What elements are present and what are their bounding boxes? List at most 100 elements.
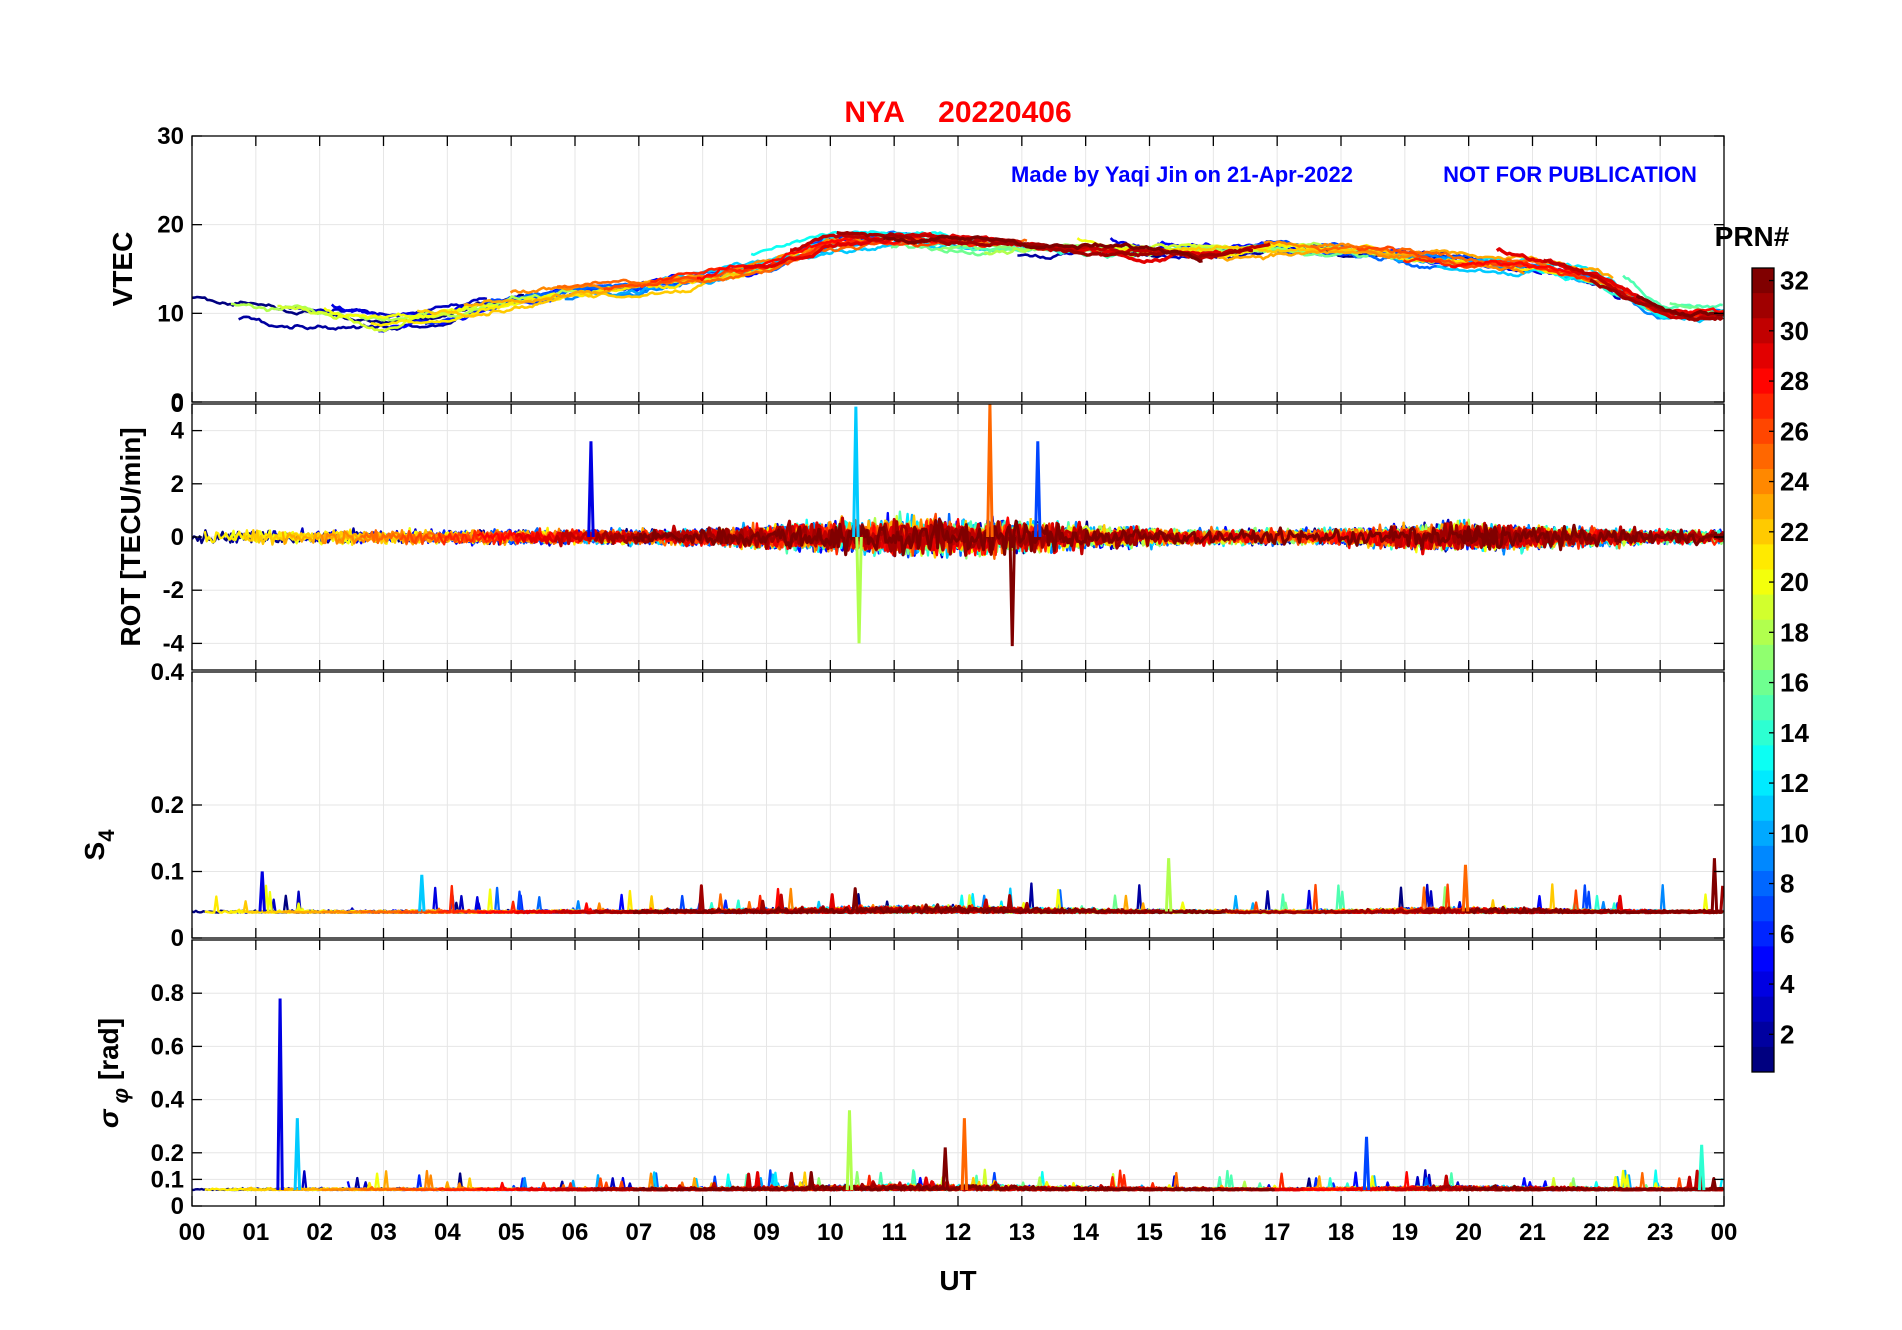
colorbar-swatch [1752,1021,1774,1048]
s4-peak [1710,858,1719,912]
colorbar-tick-label: 32 [1780,266,1809,296]
y-tick-label: 0 [171,524,184,551]
s4-peak [418,874,426,912]
panel-s4-y-ticks: 0 0.1 0.2 0.4 [151,659,1724,952]
vtec-trace-prn-3 [284,297,488,318]
title-date: 20220406 [938,96,1071,129]
vtec-trace-prn-29 [1495,247,1724,319]
y-axis-label-rot: ROT [TECU/min] [115,427,146,646]
panel-vtec-y-ticks: 0 10 20 30 [157,123,1724,416]
colorbar-tick-label: 22 [1780,517,1809,547]
x-tick-label: 14 [1072,1219,1099,1246]
colorbar-swatch [1752,820,1774,847]
rot-peak [986,404,994,538]
x-tick-label: 23 [1647,1219,1674,1246]
rot-peak [1008,536,1016,647]
y-tick-label: 0 [171,1193,184,1220]
x-tick-label: 03 [370,1219,397,1246]
sigma_phi-peak [1697,1144,1706,1191]
colorbar-swatch [1752,469,1774,495]
y-tick-label: 0.2 [151,792,184,819]
colorbar-tick-label: 16 [1780,668,1809,698]
x-tick-label: 13 [1008,1219,1035,1246]
y-label-subscript: φ [108,1088,133,1110]
y-tick-label: 0.1 [151,1166,184,1193]
sigma_phi-peak [293,1118,302,1191]
colorbar-swatch [1752,494,1774,520]
colorbar-swatch [1752,946,1774,972]
x-tick-label: 19 [1391,1219,1418,1246]
rot-trace-prn-32 [1461,523,1724,552]
y-tick-label: 10 [157,300,184,327]
panel-sigma_phi-y-ticks: 00.10.2 0.4 0.6 0.8 [151,980,1724,1220]
y-label-main: S [79,842,110,861]
panel-rot-x-ticks [191,404,1725,670]
x-tick-label: 02 [306,1219,333,1246]
colorbar-swatch [1752,594,1774,621]
x-tick-label: 06 [562,1219,589,1246]
y-tick-label: 30 [157,123,184,150]
y-axis-label-vtec: VTEC [107,232,138,307]
x-tick-label: 17 [1264,1219,1291,1246]
y-tick-label: 20 [157,212,184,239]
colorbar-frame [1751,267,1775,1073]
rot-peak [587,441,595,538]
y-tick-label: 0 [171,925,184,952]
x-tick-label: 04 [434,1219,461,1246]
y-tick-label: 2 [171,471,184,498]
panel-s4: 0 0.1 0.2 0.4 S4 [79,659,1725,952]
x-tick-label: 01 [242,1219,269,1246]
panel-vtec-x-ticks [191,136,1725,402]
colorbar-swatch [1752,871,1774,897]
rot-peak [852,406,860,538]
panel-vtec: 0 10 20 30 VTEC [107,123,1725,416]
colorbar-swatch [1752,795,1774,822]
colorbar-swatch [1752,971,1774,998]
sigma_phi-trace-prn-32 [632,1170,1276,1192]
colorbar-tick-label: 10 [1780,818,1809,848]
colorbar-swatch [1752,845,1774,872]
panel-sigma_phi-grid [192,940,1724,1206]
panel-sigma_phi-series [192,998,1724,1192]
sigma_phi-peak [845,1110,854,1191]
colorbar-swatch [1752,670,1774,696]
colorbar-swatch [1752,996,1774,1023]
s4-peak [1164,858,1173,912]
sigma_phi-peak [941,1147,949,1191]
colorbar-swatch [1752,293,1774,319]
colorbar-swatch [1752,544,1774,570]
colorbar-swatch [1752,695,1774,721]
s4-trace-prn-32 [633,887,1226,915]
rot-trace-prn-32 [632,517,1499,557]
s4-peak [1461,864,1470,912]
y-tick-label: 0.1 [151,859,184,886]
colorbar-tick-label: 26 [1780,416,1809,446]
colorbar-swatch [1752,343,1774,369]
colorbar-tick-label: 2 [1780,1019,1794,1049]
y-axis-label-sigma-phi: σ φ [rad] [93,1018,133,1128]
panel-vtec-series [192,230,1724,333]
y-tick-label: 0.2 [151,1140,184,1167]
colorbar-tick-label: 20 [1780,567,1809,597]
title-station: NYA [844,96,904,129]
colorbar-tick-label: 24 [1780,467,1809,497]
x-tick-label: 00 [179,1219,206,1246]
colorbar-swatch [1752,720,1774,746]
y-label-subscript: 4 [94,829,119,842]
y-tick-label: 0.8 [151,980,184,1007]
colorbar-tick-label: 4 [1780,969,1795,999]
vtec-trace-prn-15 [1622,274,1723,311]
y-axis-label-s4: S4 [79,829,119,861]
colorbar-swatch [1752,1046,1774,1073]
s4-peak [258,871,266,912]
y-tick-label-top: 0 [171,391,184,418]
y-tick-label-top: 0.4 [151,659,185,686]
x-tick-label: 11 [881,1219,906,1246]
colorbar-swatch [1752,770,1774,797]
colorbar-title: PRN# [1715,221,1790,252]
colorbar-swatch [1752,921,1774,947]
x-tick-label: 20 [1455,1219,1482,1246]
